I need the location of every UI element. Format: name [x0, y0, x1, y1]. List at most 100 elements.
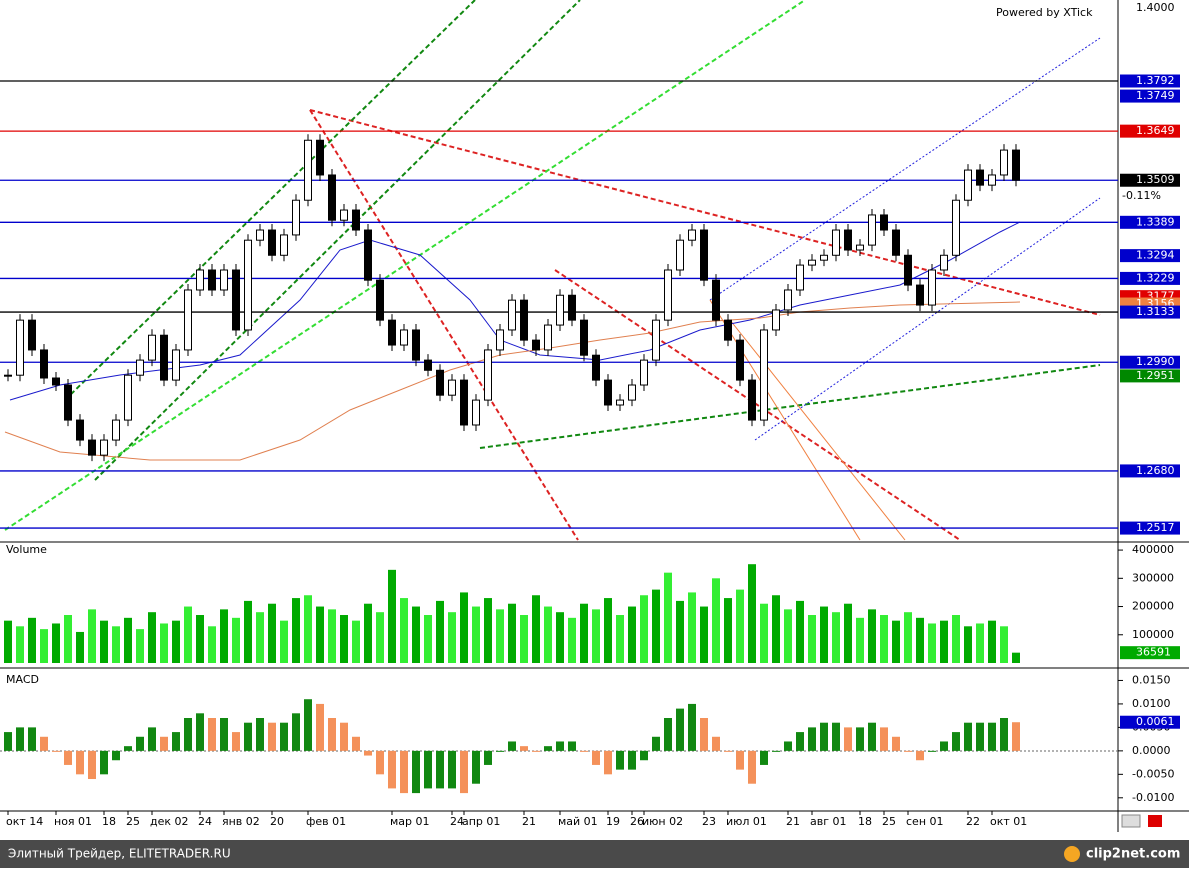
bar	[376, 750, 384, 775]
x-tick-label: 18	[102, 815, 116, 828]
bar	[340, 722, 348, 751]
bar	[904, 750, 912, 752]
bar	[988, 620, 996, 663]
x-tick-label: 19	[606, 815, 620, 828]
bar	[664, 572, 672, 663]
bar	[544, 606, 552, 663]
bar	[244, 722, 252, 751]
bar	[964, 722, 972, 751]
bar	[844, 727, 852, 751]
bar	[616, 750, 624, 770]
bar	[940, 741, 948, 751]
bar	[952, 615, 960, 663]
candle	[52, 377, 60, 386]
bar	[388, 750, 396, 789]
bar	[28, 617, 36, 663]
x-tick-label: 25	[126, 815, 140, 828]
bar	[640, 750, 648, 761]
candle	[580, 319, 588, 356]
bar	[880, 615, 888, 663]
logo-icon	[1064, 846, 1080, 862]
panel-title: MACD	[6, 673, 39, 686]
bar	[280, 722, 288, 751]
bar	[856, 617, 864, 663]
bar	[856, 727, 864, 751]
level-box	[1120, 215, 1180, 229]
y-tick-label: 400000	[1132, 543, 1174, 556]
bar	[292, 713, 300, 751]
y-tick-label: 0.0150	[1132, 673, 1171, 686]
bar	[676, 600, 684, 663]
bar	[1000, 626, 1008, 663]
candle	[268, 229, 276, 256]
y-tick-label: 200000	[1132, 600, 1174, 613]
bar	[520, 615, 528, 663]
bar	[712, 578, 720, 663]
candle	[976, 169, 984, 186]
bar	[724, 598, 732, 663]
bar	[556, 741, 564, 751]
bar	[76, 631, 84, 663]
candle	[676, 239, 684, 271]
close-button[interactable]	[1148, 815, 1162, 827]
candle	[208, 269, 216, 291]
candle	[88, 439, 96, 456]
candle	[640, 359, 648, 386]
level-box	[1120, 464, 1180, 478]
candle	[388, 319, 396, 346]
candle	[352, 209, 360, 231]
trend-lines	[4, 0, 1101, 541]
bar	[532, 750, 540, 752]
bar	[412, 606, 420, 663]
bar	[484, 750, 492, 765]
bar	[892, 620, 900, 663]
x-tick-label: 22	[966, 815, 980, 828]
bar	[148, 727, 156, 751]
bar	[640, 595, 648, 663]
bar	[580, 750, 588, 752]
bar	[268, 722, 276, 751]
bar	[700, 718, 708, 751]
last-value-label: 0.0061	[1136, 715, 1175, 728]
bar	[700, 606, 708, 663]
candle	[1012, 149, 1020, 181]
x-tick-label: 23	[702, 815, 716, 828]
bar	[64, 615, 72, 663]
x-tick-label: янв 02	[222, 815, 260, 828]
bar	[592, 750, 600, 765]
bar	[496, 750, 504, 752]
bar	[940, 620, 948, 663]
bar	[832, 612, 840, 663]
bar	[160, 736, 168, 751]
bar	[232, 732, 240, 751]
bar	[424, 750, 432, 789]
bar	[796, 600, 804, 663]
bar	[772, 595, 780, 663]
level-box	[1120, 89, 1180, 103]
bar	[784, 741, 792, 751]
bar	[628, 606, 636, 663]
candle	[256, 229, 264, 241]
bar	[592, 609, 600, 663]
footer-site: Элитный Трейдер, ELITETRADER.RU	[8, 847, 231, 861]
level-box	[1120, 521, 1180, 535]
bar	[568, 617, 576, 663]
bar	[160, 623, 168, 663]
bar	[268, 603, 276, 663]
bar	[76, 750, 84, 775]
candle	[988, 174, 996, 186]
candle	[556, 294, 564, 326]
candle	[820, 254, 828, 261]
bar	[448, 612, 456, 663]
y-tick-label: 1.3649	[1136, 124, 1175, 137]
bar	[112, 626, 120, 663]
y-tick-label: 1.3509	[1136, 173, 1175, 186]
candle	[928, 269, 936, 306]
candle	[520, 299, 528, 341]
candle	[184, 289, 192, 351]
bar	[760, 603, 768, 663]
bar	[964, 626, 972, 663]
scroll-button[interactable]	[1121, 814, 1141, 828]
bar	[184, 606, 192, 663]
